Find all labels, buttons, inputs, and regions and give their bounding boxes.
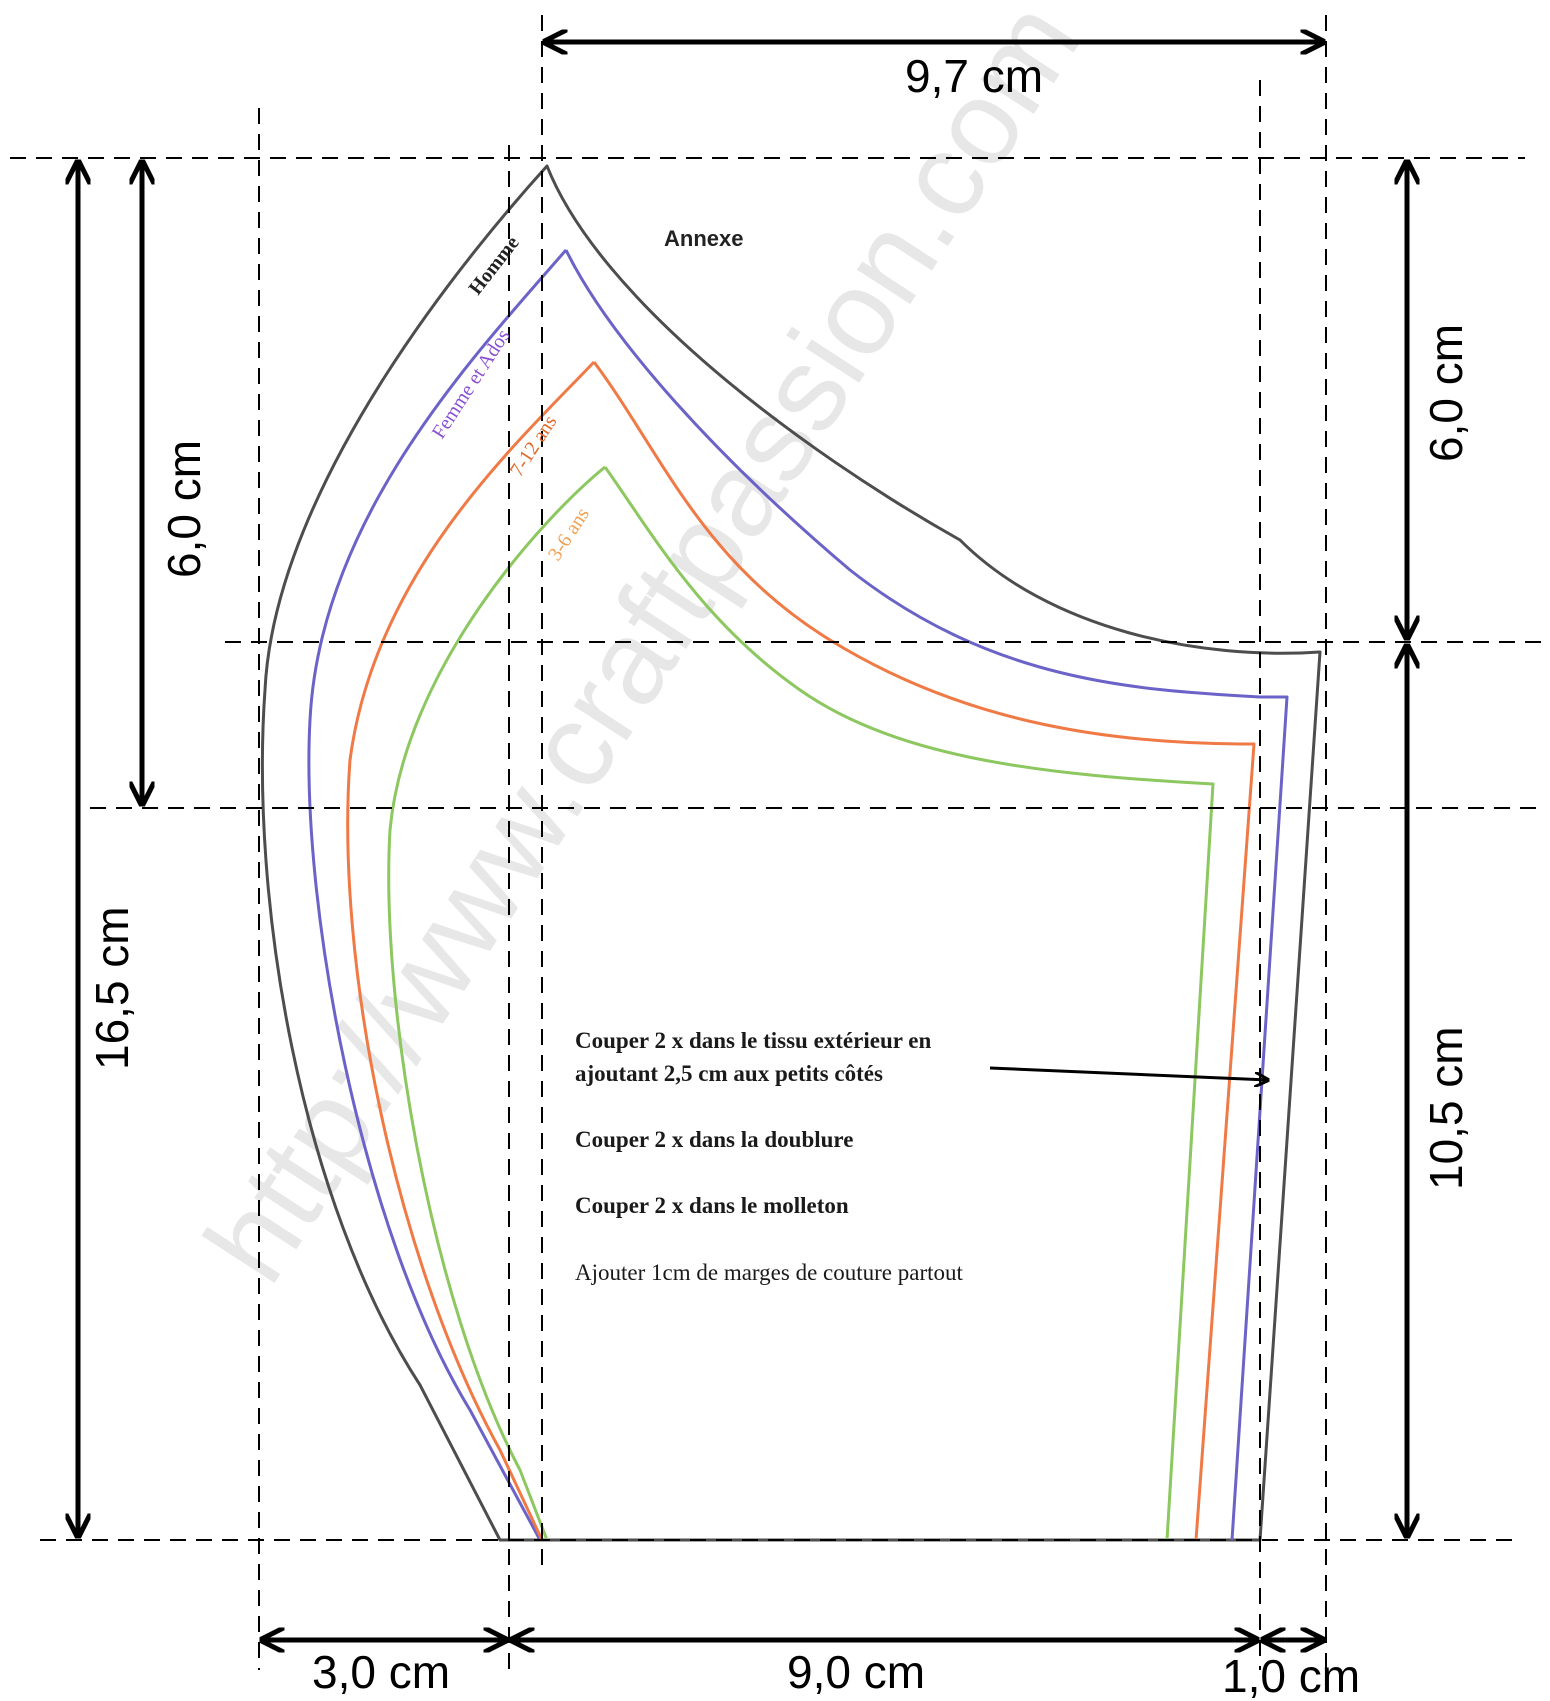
label-right-lower: 10,5 cm (1420, 1026, 1472, 1190)
label-right-upper: 6,0 cm (1420, 324, 1472, 462)
label-left-upper: 6,0 cm (158, 440, 210, 578)
size-label-homme: Homme (465, 232, 524, 299)
outline-3-6 (387, 465, 1215, 1541)
label-top-width: 9,7 cm (905, 50, 1043, 102)
instruction-line-4: Ajouter 1cm de marges de couture partout (575, 1260, 963, 1285)
guide-lines (10, 15, 1545, 1670)
annexe-label: Annexe (664, 226, 743, 251)
size-label-femme: Femme et Ados (428, 325, 515, 442)
label-bottom-right: 1,0 cm (1222, 1650, 1360, 1701)
instruction-line-1a: Couper 2 x dans le tissu extérieur en (575, 1028, 931, 1053)
instruction-line-3: Couper 2 x dans le molleton (575, 1193, 849, 1218)
label-bottom-left: 3,0 cm (312, 1646, 450, 1698)
label-left-total: 16,5 cm (86, 906, 138, 1070)
outline-femme (307, 249, 1289, 1541)
instruction-pointer-arrow (989, 1066, 1268, 1080)
label-bottom-middle: 9,0 cm (787, 1646, 925, 1698)
size-label-3-6: 3-6 ans (544, 504, 594, 565)
outline-homme (260, 164, 1322, 1542)
outline-7-12 (346, 360, 1256, 1541)
instruction-line-2: Couper 2 x dans la doublure (575, 1127, 853, 1152)
instruction-line-1b: ajoutant 2,5 cm aux petits côtés (575, 1061, 883, 1086)
